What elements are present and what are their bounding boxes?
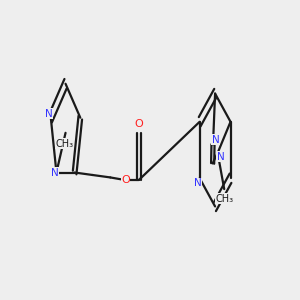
- Text: CH₃: CH₃: [56, 139, 74, 148]
- Text: O: O: [135, 119, 143, 129]
- Text: CH₃: CH₃: [216, 194, 234, 204]
- Text: N: N: [212, 135, 220, 145]
- Text: N: N: [217, 152, 224, 162]
- Text: O: O: [121, 175, 130, 185]
- Text: N: N: [194, 178, 202, 188]
- Text: N: N: [45, 109, 53, 119]
- Text: N: N: [51, 167, 59, 178]
